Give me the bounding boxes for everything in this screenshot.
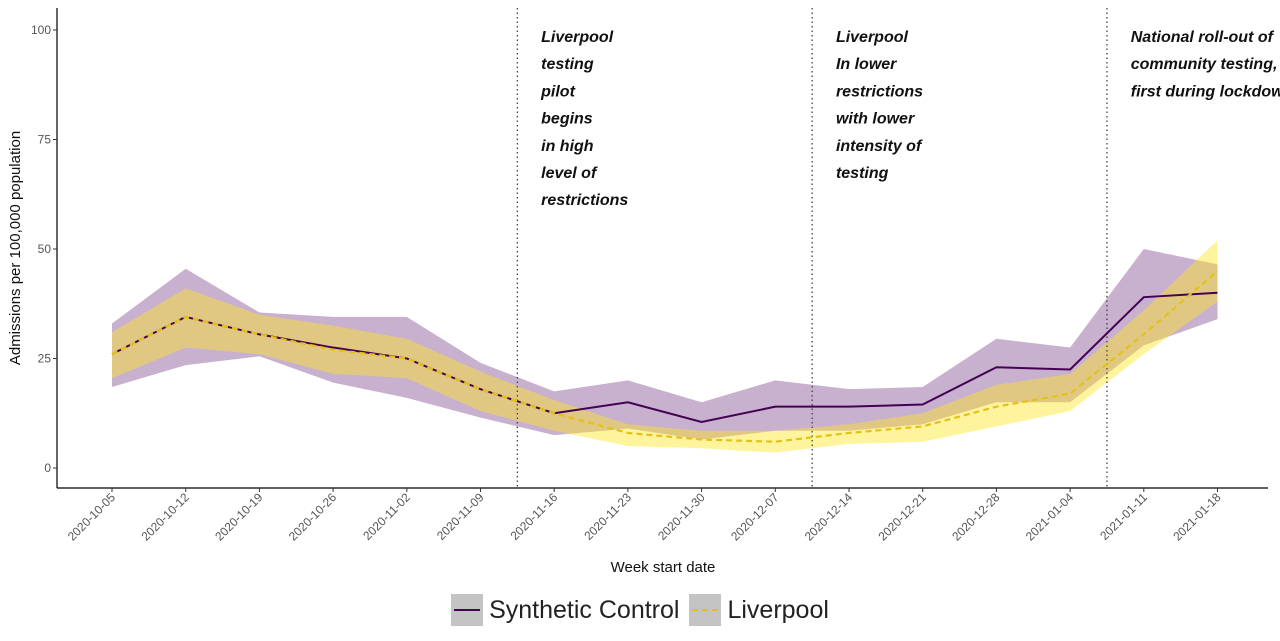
legend-item-liverpool: Liverpool — [689, 594, 829, 626]
ribbon-synthetic-control — [112, 249, 1218, 440]
annotation-1: Liverpool testing pilot begins in high level … — [540, 29, 628, 209]
axes: 0 25 50 75 100 2020-10-05 2020-10-12 2020-10-19… — [31, 8, 1268, 544]
x-tick-label-2020-12-14: 2020-12-14 — [802, 490, 856, 544]
x-axis-title: Week start date — [611, 559, 716, 576]
x-tick-label-2020-11-16: 2020-11-16 — [508, 490, 561, 543]
x-tick-label-2020-11-09: 2020-11-09 — [434, 490, 487, 543]
x-tick-label-2021-01-04: 2021-01-04 — [1023, 490, 1077, 544]
event-lines — [516, 8, 1108, 488]
legend-label-synthetic-control: Synthetic Control — [489, 595, 680, 624]
annotation-2-line: testing — [836, 165, 889, 182]
x-tick-label-2020-11-02: 2020-11-02 — [360, 490, 413, 543]
y-axis-title: Admissions per 100,000 population — [7, 131, 24, 365]
ribbon-liverpool — [112, 240, 1218, 453]
legend-item-synthetic-control: Synthetic Control — [451, 594, 679, 626]
y-tick-label-75: 75 — [38, 133, 52, 147]
annotation-1-line: in high — [541, 138, 594, 155]
annotation-3-line: community testing, — [1131, 56, 1278, 73]
annotation-2-line: Liverpool — [836, 29, 909, 46]
x-tick-label-2020-10-12: 2020-10-12 — [139, 490, 193, 544]
y-tick-label-25: 25 — [38, 352, 52, 366]
annotation-3-line: first during lockdown — [1131, 83, 1280, 100]
legend-label-liverpool: Liverpool — [727, 595, 829, 624]
annotation-1-line: pilot — [540, 83, 575, 100]
annotation-1-line: restrictions — [541, 192, 628, 209]
chart-area: 0 25 50 75 100 2020-10-05 2020-10-12 2020-10-19… — [7, 8, 1280, 576]
x-tick-label-2020-10-19: 2020-10-19 — [212, 490, 266, 544]
annotation-1-line: testing — [541, 56, 594, 73]
annotation-3-line: National roll-out of — [1131, 29, 1275, 46]
annotation-3: National roll-out of community testing, fi… — [1131, 29, 1280, 100]
x-tick-label-2020-10-05: 2020-10-05 — [65, 490, 119, 544]
confidence-ribbons — [112, 240, 1218, 453]
annotation-2-line: intensity of — [836, 138, 923, 155]
annotation-2-line: with lower — [836, 111, 915, 128]
annotation-1-line: begins — [541, 111, 593, 128]
series-lines — [111, 270, 1219, 443]
annotation-2-line: In lower — [836, 56, 897, 73]
annotation-1-line: Liverpool — [541, 29, 614, 46]
legend-key-liverpool — [689, 594, 722, 626]
x-tick-label-2021-01-11: 2021-01-11 — [1097, 490, 1150, 543]
x-tick-label-2021-01-18: 2021-01-18 — [1170, 490, 1224, 544]
annotation-2: Liverpool In lower restrictions with lower i… — [836, 29, 923, 182]
y-tick-label-100: 100 — [31, 23, 51, 37]
x-tick-label-2020-11-23: 2020-11-23 — [581, 490, 634, 543]
annotation-1-line: level of — [541, 165, 598, 182]
annotations: Liverpool testing pilot begins in high level … — [540, 29, 1280, 209]
series-line-liverpool — [111, 270, 1219, 443]
annotation-2-line: restrictions — [836, 83, 923, 100]
x-tick-label-2020-12-28: 2020-12-28 — [949, 490, 1003, 544]
x-tick-label-2020-12-21: 2020-12-21 — [876, 490, 930, 544]
y-tick-label-50: 50 — [38, 242, 52, 256]
legend-key-synthetic-control — [451, 594, 484, 626]
legend: Synthetic Control Liverpool — [0, 590, 1280, 630]
y-tick-label-0: 0 — [44, 461, 51, 475]
x-tick-label-2020-11-30: 2020-11-30 — [655, 490, 708, 543]
x-tick-label-2020-10-26: 2020-10-26 — [286, 490, 340, 544]
x-tick-label-2020-12-07: 2020-12-07 — [728, 490, 782, 544]
